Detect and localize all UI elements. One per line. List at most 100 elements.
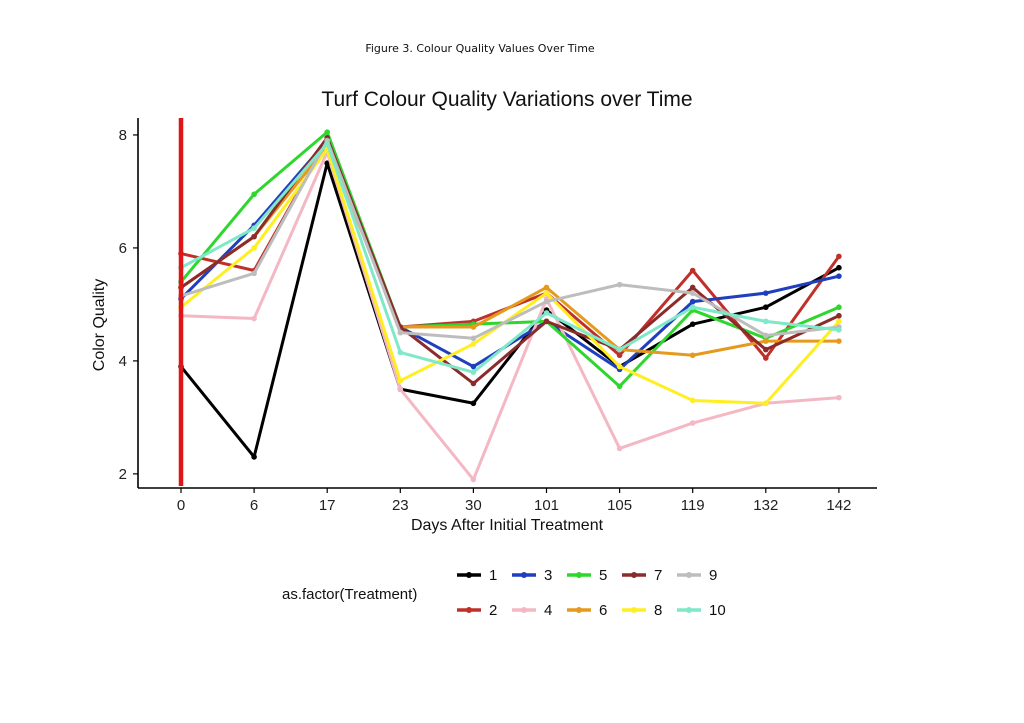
x-tick-label: 105 [607, 497, 632, 514]
data-point-2 [763, 355, 769, 361]
data-point-2 [836, 253, 842, 260]
data-point-6 [543, 284, 550, 291]
data-point-1 [324, 160, 331, 166]
data-point-8 [689, 397, 696, 404]
legend-swatch-dot [521, 607, 527, 613]
data-point-7 [689, 284, 696, 291]
legend-label: 10 [709, 602, 726, 619]
legend-label: 8 [654, 602, 662, 619]
legend-swatch-dot [466, 607, 472, 613]
data-point-4 [836, 394, 842, 401]
series-line-10 [180, 141, 840, 374]
data-point-8 [543, 290, 550, 296]
data-point-7 [543, 318, 550, 325]
legend-swatch-dot [576, 572, 582, 578]
legend-label: 2 [489, 602, 497, 619]
y-tick-label: 4 [119, 353, 127, 370]
data-point-3 [763, 290, 769, 296]
data-point-5 [251, 191, 257, 198]
legend-label: 7 [654, 567, 662, 584]
data-point-7 [251, 233, 257, 240]
data-point-3 [689, 298, 696, 305]
data-point-7 [836, 312, 842, 319]
data-point-9 [543, 298, 550, 305]
x-tick-label: 6 [250, 497, 258, 514]
data-point-10 [543, 310, 550, 316]
data-point-9 [616, 281, 623, 288]
y-axis-title: Color Quality [91, 279, 108, 371]
x-tick-label: 132 [753, 497, 778, 514]
data-point-5 [836, 304, 842, 311]
legend-label: 1 [489, 567, 497, 584]
data-point-6 [689, 352, 696, 359]
data-point-2 [689, 267, 696, 274]
data-point-1 [689, 321, 696, 327]
legend-title: as.factor(Treatment) [282, 586, 417, 603]
data-point-1 [470, 400, 477, 407]
data-point-5 [616, 383, 623, 390]
figure-caption: Figure 3. Colour Quality Values Over Tim… [365, 42, 595, 55]
legend-label: 9 [709, 567, 717, 584]
series-line-4 [180, 150, 840, 482]
y-tick-label: 6 [119, 240, 127, 257]
legend-swatch-dot [631, 607, 637, 613]
data-point-10 [689, 304, 696, 311]
data-point-10 [763, 318, 769, 325]
legend-label: 4 [544, 602, 552, 619]
data-point-4 [470, 476, 477, 483]
data-point-2 [616, 352, 623, 359]
data-point-8 [470, 341, 477, 347]
legend-label: 3 [544, 567, 552, 584]
data-point-9 [763, 332, 769, 339]
x-axis-title: Days After Initial Treatment [411, 517, 604, 534]
data-point-10 [836, 327, 842, 333]
series-line-3 [179, 139, 840, 371]
data-point-7 [763, 346, 769, 353]
data-point-4 [397, 386, 404, 392]
series-line-8 [180, 147, 841, 405]
plot-area [178, 118, 842, 486]
y-tick-label: 8 [119, 127, 127, 144]
data-point-3 [470, 363, 477, 370]
legend-swatch-dot [576, 607, 582, 613]
data-point-9 [470, 335, 477, 342]
data-point-6 [470, 324, 477, 330]
x-ticks: 0 6 17 23 30 101 105 119 132 142 [177, 488, 851, 514]
y-tick-label: 2 [119, 466, 127, 483]
series-line-5 [179, 130, 840, 388]
x-tick-label: 142 [826, 497, 851, 514]
x-tick-label: 30 [465, 497, 482, 514]
x-tick-label: 101 [534, 497, 559, 514]
x-tick-label: 23 [392, 497, 409, 514]
data-point-10 [251, 225, 257, 231]
y-ticks: 2 4 6 8 [119, 127, 138, 483]
data-point-6 [836, 338, 842, 344]
data-point-8 [251, 245, 257, 251]
legend-swatch-dot [521, 572, 527, 578]
legend-swatch-dot [631, 572, 637, 578]
data-point-1 [836, 264, 842, 271]
data-point-9 [397, 329, 404, 336]
legend-swatch-dot [466, 572, 472, 578]
data-point-8 [616, 363, 623, 370]
data-point-10 [324, 140, 331, 147]
data-point-3 [836, 273, 842, 279]
legend-label: 5 [599, 567, 607, 584]
data-point-9 [689, 290, 696, 296]
legend-swatch-dot [686, 607, 692, 613]
x-tick-label: 119 [681, 497, 705, 514]
data-point-1 [763, 304, 769, 311]
data-point-5 [324, 129, 331, 135]
data-point-8 [763, 400, 769, 407]
data-point-4 [689, 420, 696, 426]
data-point-10 [616, 346, 623, 353]
x-tick-label: 0 [177, 497, 185, 514]
data-point-9 [251, 270, 257, 277]
data-point-4 [251, 315, 257, 322]
legend-label: 6 [599, 602, 607, 619]
series-line-6 [180, 144, 839, 357]
data-point-6 [763, 338, 769, 344]
legend: 1 2 3 4 5 6 7 8 9 10 [457, 567, 726, 619]
data-point-4 [616, 445, 623, 452]
